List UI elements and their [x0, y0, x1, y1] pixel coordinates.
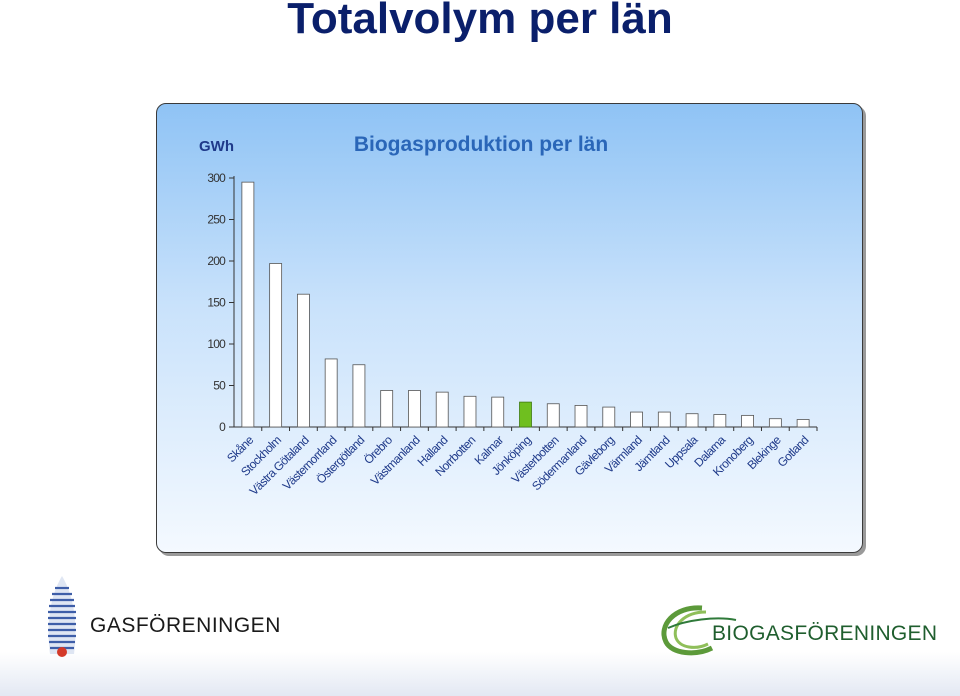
footer-band [0, 652, 960, 696]
bar [463, 395, 477, 428]
y-tick-label: 300 [207, 171, 226, 185]
y-tick-label: 150 [207, 296, 226, 310]
x-tick-label: Gotland [775, 433, 812, 470]
bar [297, 293, 310, 428]
bar-chart: Biogasproduktion per län GWh 0 50 100 150 200 2… [199, 133, 818, 498]
slide-title: Totalvolym per län [287, 0, 673, 43]
y-tick-label: 200 [207, 254, 226, 268]
y-tick-label: 100 [207, 337, 226, 351]
bar [657, 411, 671, 428]
y-tick-label: 50 [213, 379, 226, 393]
y-tick-label: 250 [207, 213, 226, 227]
bar [324, 358, 338, 428]
bar [519, 401, 532, 428]
bar [685, 413, 699, 428]
bar [796, 419, 810, 428]
y-axis-label: GWh [199, 138, 234, 155]
bar [630, 411, 643, 428]
bar [741, 414, 754, 428]
gasforeningen-logo-text: GASFÖRENINGEN [90, 614, 281, 637]
y-tick-label: 0 [219, 420, 226, 434]
bar [574, 405, 588, 428]
bar [435, 391, 449, 428]
bar [241, 181, 255, 428]
bar [713, 414, 727, 428]
x-tick-label: Uppsala [662, 433, 701, 472]
bar [380, 390, 394, 428]
bar [602, 406, 616, 428]
bar [269, 263, 283, 428]
bar [768, 418, 782, 428]
bar [546, 403, 560, 428]
biogasforeningen-logo-icon [661, 605, 737, 656]
bar [408, 390, 421, 428]
bar [352, 364, 366, 428]
gasforeningen-logo-icon [48, 576, 76, 657]
chart-title: Biogasproduktion per län [354, 133, 608, 156]
biogasforeningen-logo-text: BIOGASFÖRENINGEN [712, 622, 938, 645]
bar [491, 396, 505, 428]
chart-panel: Biogasproduktion per län GWh 0 50 100 150 200 2… [156, 103, 863, 553]
